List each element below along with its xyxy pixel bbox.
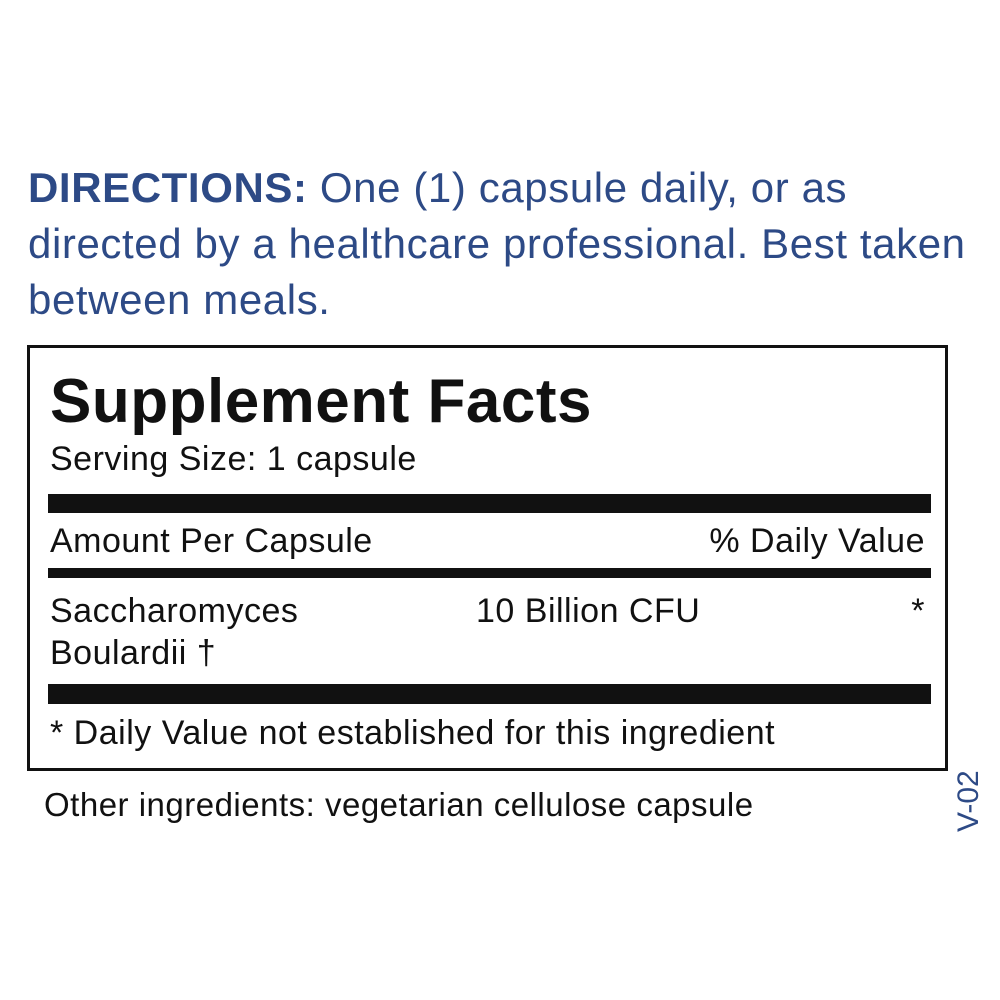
serving-size: Serving Size: 1 capsule bbox=[50, 440, 417, 478]
daily-value-header: % Daily Value bbox=[709, 522, 925, 560]
ingredient-name-line1: Saccharomyces bbox=[50, 592, 299, 630]
other-ingredients: Other ingredients: vegetarian cellulose … bbox=[44, 786, 754, 823]
supplement-facts-panel: Supplement Facts Serving Size: 1 capsule… bbox=[27, 345, 948, 771]
ingredient-dv: * bbox=[911, 592, 925, 630]
ingredient-row: Saccharomyces Boulardii † 10 Billion CFU… bbox=[50, 590, 925, 674]
footnote: * Daily Value not established for this i… bbox=[50, 714, 776, 752]
thick-divider-bottom bbox=[48, 684, 931, 704]
directions-text: DIRECTIONS: One (1) capsule daily, or as… bbox=[28, 160, 968, 328]
amount-header: Amount Per Capsule bbox=[50, 522, 373, 560]
ingredient-amount: 10 Billion CFU bbox=[476, 592, 701, 630]
ingredient-name-line2: Boulardii † bbox=[50, 634, 217, 672]
version-code: V-02 bbox=[952, 680, 986, 832]
medium-divider bbox=[48, 568, 931, 578]
panel-title: Supplement Facts bbox=[50, 367, 592, 436]
column-header-row: Amount Per Capsule % Daily Value bbox=[50, 522, 925, 561]
version-code-text: V-02 bbox=[952, 770, 985, 832]
thick-divider bbox=[48, 494, 931, 513]
directions-label: DIRECTIONS: bbox=[28, 164, 308, 211]
directions-body: One (1) capsule daily, or as directed by… bbox=[28, 164, 966, 323]
